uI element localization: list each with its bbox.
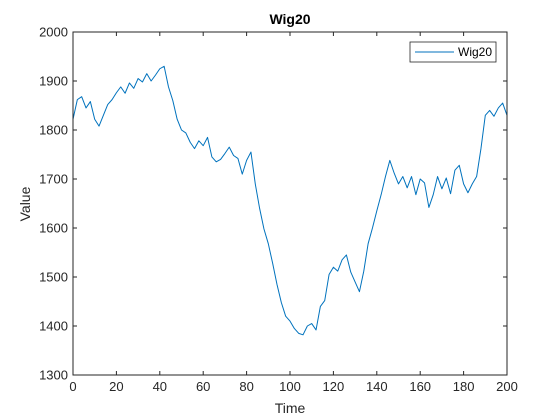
y-axis: 1300 1400 1500 1600 1700 1800 1900 2000	[39, 25, 507, 383]
x-tick-label: 20	[109, 379, 123, 394]
y-tick-label: 2000	[39, 25, 68, 40]
plot-area	[73, 32, 507, 375]
y-tick-label: 1700	[39, 172, 68, 187]
series-line-wig20	[72, 65, 508, 336]
x-axis-label: Time	[275, 400, 306, 416]
x-tick-label: 140	[366, 379, 388, 394]
x-tick-label: 80	[239, 379, 253, 394]
y-axis-label: Value	[17, 186, 33, 221]
y-tick-label: 1800	[39, 123, 68, 138]
x-tick-label: 0	[69, 379, 76, 394]
x-tick-label: 60	[196, 379, 210, 394]
y-tick-label: 1900	[39, 74, 68, 89]
y-tick-label: 1300	[39, 368, 68, 383]
chart-title: Wig20	[269, 11, 310, 27]
y-tick-label: 1600	[39, 221, 68, 236]
x-tick-label: 100	[279, 379, 301, 394]
legend-label: Wig20	[458, 45, 492, 59]
x-tick-label: 160	[409, 379, 431, 394]
x-tick-label: 120	[323, 379, 345, 394]
x-axis: 0 20 40 60 80 100 120 140 160 180 200	[69, 32, 518, 394]
series-layer	[72, 65, 508, 336]
legend: Wig20	[409, 41, 497, 63]
y-tick-label: 1400	[39, 319, 68, 334]
x-tick-label: 40	[153, 379, 167, 394]
x-tick-label: 180	[453, 379, 475, 394]
y-tick-label: 1500	[39, 270, 68, 285]
x-tick-label: 200	[496, 379, 518, 394]
